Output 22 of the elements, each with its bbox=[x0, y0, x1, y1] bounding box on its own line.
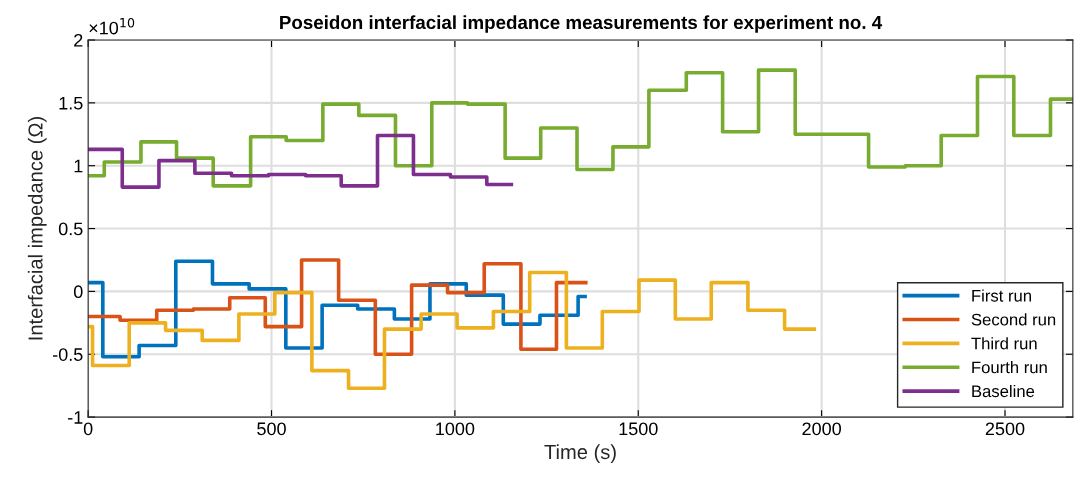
x-axis-title: Time (s) bbox=[544, 444, 616, 464]
y-tick-label: 1.5 bbox=[59, 96, 83, 110]
legend-label: First run bbox=[972, 289, 1031, 302]
y-tick-label: -1 bbox=[68, 411, 83, 424]
x-tick-label: 500 bbox=[257, 422, 286, 436]
x-tick-label: 2000 bbox=[802, 422, 842, 436]
legend-label: Fourth run bbox=[972, 361, 1047, 374]
y-tick-label: 0.5 bbox=[58, 222, 83, 236]
x-tick-label: 1500 bbox=[619, 422, 658, 436]
y-axis-title: Interfacial impedance (Ω) bbox=[27, 117, 47, 340]
y-tick-label: 0 bbox=[73, 285, 83, 299]
y-tick-label: 2 bbox=[74, 33, 83, 47]
legend-label: Baseline bbox=[972, 384, 1035, 398]
chart-title: Poseidon interfacial impedance measurements for experiment no. 4 bbox=[280, 15, 883, 33]
legend-label: Third run bbox=[971, 337, 1037, 350]
text: ×10$^{10}$ bbox=[89, 17, 135, 35]
legend-label: Second run bbox=[971, 313, 1056, 326]
y-tick-label: 1 bbox=[74, 159, 83, 173]
x-tick-label: 2500 bbox=[985, 422, 1025, 436]
y-tick-label: -0.5 bbox=[52, 348, 83, 361]
x-tick-label: 0 bbox=[83, 422, 93, 436]
x-tick-label: 1000 bbox=[436, 422, 475, 436]
